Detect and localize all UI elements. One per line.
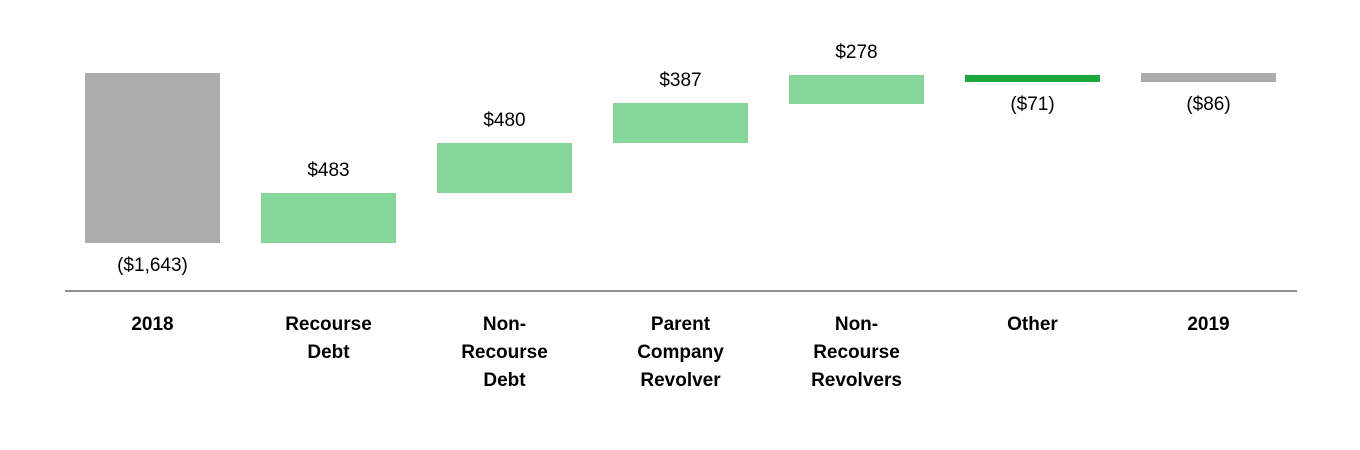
bar-non-recourse-revolvers (789, 75, 924, 104)
value-label-non-recourse-debt: $480 (483, 110, 526, 131)
value-label-2018: ($1,643) (117, 255, 188, 276)
value-label-other: ($71) (1010, 94, 1055, 115)
bar-parent-company-revolver (613, 103, 748, 143)
category-label-non-recourse-revolvers: Non- Recourse Revolvers (811, 314, 902, 391)
bar-2019 (1141, 73, 1276, 82)
bar-2018 (85, 73, 220, 243)
category-label-non-recourse-debt: Non- Recourse Debt (461, 314, 548, 391)
category-label-2019: 2019 (1187, 314, 1230, 335)
bar-other (965, 75, 1100, 82)
category-label-2018: 2018 (131, 314, 174, 335)
x-axis-line (65, 290, 1297, 292)
value-label-non-recourse-revolvers: $278 (835, 42, 878, 63)
category-label-other: Other (1007, 314, 1058, 335)
value-label-2019: ($86) (1186, 94, 1231, 115)
value-label-recourse-debt: $483 (307, 160, 350, 181)
category-label-recourse-debt: Recourse Debt (285, 314, 372, 363)
value-label-parent-company-revolver: $387 (659, 70, 702, 91)
category-label-parent-company-revolver: Parent Company Revolver (637, 314, 724, 391)
bar-recourse-debt (261, 193, 396, 243)
bar-non-recourse-debt (437, 143, 572, 193)
